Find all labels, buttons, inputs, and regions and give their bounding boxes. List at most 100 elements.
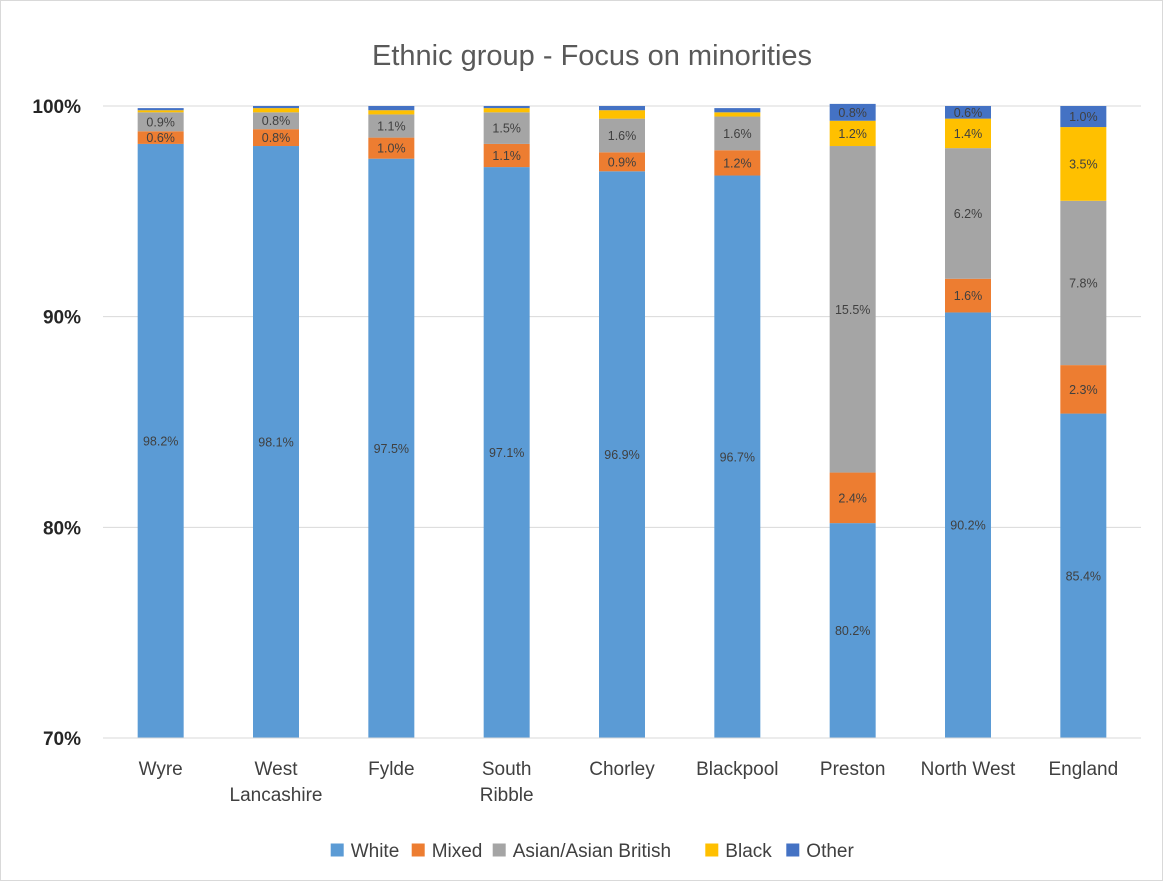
bar-segment-black (137, 110, 184, 113)
data-label: 96.7% (720, 450, 755, 464)
x-tick-label: Preston (820, 759, 885, 780)
data-label: 1.2% (723, 156, 752, 170)
bar-segment-mixed (368, 137, 415, 159)
bar-segment-white (1060, 413, 1107, 738)
bar-segment-asian-asian-british (1060, 200, 1107, 366)
y-tick-label: 70% (43, 729, 81, 750)
bar-segment-asian-asian-british (714, 116, 761, 151)
bar-segment-mixed (599, 152, 645, 172)
data-label: 2.3% (1069, 383, 1098, 397)
bar-segment-white (137, 143, 184, 739)
bar-segment-other (483, 106, 530, 109)
data-label: 85.4% (1066, 569, 1101, 583)
data-label: 7.8% (1069, 276, 1098, 290)
bar-segment-mixed (1060, 365, 1107, 414)
bar-segment-white (945, 312, 991, 738)
data-label: 0.9% (608, 155, 637, 169)
data-label: 0.9% (146, 115, 175, 129)
data-label: 1.2% (838, 127, 867, 141)
data-label: 0.6% (146, 131, 175, 145)
y-tick-label: 80% (43, 518, 81, 539)
bar-segment-other (945, 106, 991, 119)
legend-label: White (351, 841, 400, 862)
bar-segment-asian-asian-british (483, 112, 530, 144)
legend-swatch (786, 843, 800, 857)
data-label: 98.2% (143, 434, 178, 448)
data-label: 1.0% (1069, 110, 1098, 124)
legend-swatch (330, 843, 344, 857)
bar-segment-asian-asian-british (945, 148, 991, 279)
x-tick-label: England (1048, 759, 1118, 780)
bar-segment-mixed (253, 129, 299, 147)
data-label: 6.2% (954, 207, 983, 221)
legend: White Mixed Asian/Asian British Black Other (330, 841, 854, 862)
data-label: 1.0% (377, 142, 406, 156)
bar-segment-other (253, 106, 299, 109)
data-label: 98.1% (258, 436, 293, 450)
bar-segment-asian-asian-british (368, 114, 415, 138)
bar-segment-white (599, 171, 645, 739)
bar-segment-mixed (483, 143, 530, 168)
data-label: 2.4% (838, 491, 867, 505)
data-label: 1.6% (723, 127, 752, 141)
bar-segment-mixed (945, 278, 991, 313)
data-label: 96.9% (604, 448, 639, 462)
bar-segment-mixed (714, 150, 761, 176)
bar-segment-asian-asian-british (599, 118, 645, 153)
data-label: 0.6% (954, 106, 983, 120)
bar-segment-other (599, 106, 645, 111)
bar-segment-black (829, 120, 876, 147)
legend-label: Asian/Asian British (513, 841, 671, 862)
data-labels: 98.2% 0.6% 0.9% 98.1% 0.8% 0.8% 97.5% 1.0% 1.1% 9… (143, 106, 1101, 638)
data-label: 1.6% (608, 129, 637, 143)
x-tick-label: Fylde (368, 759, 414, 780)
data-label: 1.1% (377, 120, 406, 134)
data-label: 3.5% (1069, 157, 1098, 171)
legend-label: Other (806, 841, 854, 862)
y-tick-label: 100% (32, 97, 81, 118)
x-axis-ticks: Wyre West Lancashire Fylde South Ribble Chorle… (139, 759, 1119, 806)
legend-swatch (411, 843, 425, 857)
bar-segment-other (368, 106, 415, 111)
bar-segment-other (714, 108, 761, 113)
bar-segment-black (714, 112, 761, 117)
data-label: 80.2% (835, 624, 870, 638)
legend-label: Black (725, 841, 772, 862)
bar-segment-asian-asian-british (253, 112, 299, 130)
data-label: 1.4% (954, 127, 983, 141)
data-label: 0.8% (838, 106, 867, 120)
bar-segment-black (368, 110, 415, 115)
bar-segment-white (253, 146, 299, 738)
bar-segment-asian-asian-british (137, 112, 184, 132)
data-label: 1.1% (492, 149, 521, 163)
data-label: 97.5% (374, 442, 409, 456)
data-label: 1.6% (954, 289, 983, 303)
data-label: 97.1% (489, 446, 524, 460)
bar-segment-white (483, 167, 530, 739)
x-tick-label: South (482, 759, 532, 780)
bar-segment-other (137, 108, 184, 111)
x-tick-label: Blackpool (696, 759, 778, 780)
bars (137, 103, 1107, 739)
data-label: 0.8% (262, 131, 291, 145)
legend-swatch (492, 843, 506, 857)
bar-segment-white (714, 175, 761, 738)
bar-segment-white (368, 158, 415, 738)
x-tick-label: North West (921, 759, 1016, 780)
x-tick-label: Wyre (139, 759, 183, 780)
data-label: 90.2% (950, 519, 985, 533)
data-label: 0.8% (262, 114, 291, 128)
bar-segment-white (829, 523, 876, 738)
x-tick-label: West (255, 759, 299, 780)
legend-label: Mixed (432, 841, 483, 862)
y-tick-label: 90% (43, 308, 81, 329)
x-tick-label: Ribble (480, 785, 534, 806)
x-tick-label: Chorley (589, 759, 655, 780)
bar-segment-asian-asian-british (829, 146, 876, 473)
data-label: 15.5% (835, 303, 870, 317)
bar-segment-mixed (829, 472, 876, 524)
bar-segment-black (599, 110, 645, 119)
data-label: 1.5% (492, 122, 521, 136)
